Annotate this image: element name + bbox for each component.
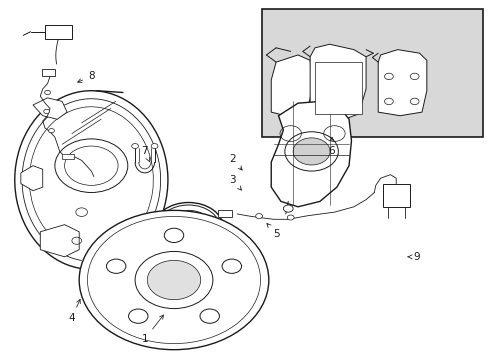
Circle shape (255, 213, 262, 219)
Bar (261, 9, 482, 137)
Circle shape (128, 309, 148, 323)
Polygon shape (309, 44, 366, 121)
Text: 7: 7 (141, 147, 149, 162)
Bar (41, 69, 55, 76)
Circle shape (48, 129, 54, 133)
Circle shape (287, 215, 293, 220)
Bar (217, 210, 232, 217)
Bar (382, 184, 409, 207)
Circle shape (318, 71, 328, 78)
Text: 1: 1 (141, 315, 163, 344)
Text: 6: 6 (328, 137, 335, 157)
Text: 2: 2 (228, 154, 242, 170)
Circle shape (173, 237, 180, 242)
Circle shape (173, 217, 203, 240)
Circle shape (180, 222, 197, 235)
Bar (45, 24, 72, 39)
Circle shape (185, 211, 192, 216)
Polygon shape (377, 50, 426, 116)
Circle shape (164, 228, 183, 243)
Circle shape (283, 205, 292, 212)
Circle shape (345, 102, 354, 109)
Circle shape (409, 73, 418, 80)
Bar (62, 154, 74, 159)
Circle shape (222, 259, 241, 273)
Text: 9: 9 (407, 252, 420, 262)
Polygon shape (33, 98, 67, 119)
Circle shape (318, 102, 328, 109)
Circle shape (166, 221, 173, 226)
Circle shape (384, 98, 392, 105)
Circle shape (131, 144, 138, 149)
Circle shape (43, 109, 49, 113)
Circle shape (44, 90, 50, 95)
Text: 5: 5 (266, 224, 279, 239)
Polygon shape (271, 55, 312, 116)
Circle shape (55, 139, 127, 193)
Circle shape (151, 144, 158, 149)
Text: 8: 8 (78, 71, 95, 82)
Bar (314, 62, 361, 114)
Circle shape (153, 203, 223, 254)
Circle shape (64, 146, 118, 185)
Text: 3: 3 (228, 175, 241, 190)
Polygon shape (21, 166, 42, 191)
Circle shape (79, 210, 268, 350)
Circle shape (157, 205, 220, 251)
Circle shape (147, 260, 201, 300)
Circle shape (200, 309, 219, 323)
Circle shape (292, 138, 329, 165)
Text: 4: 4 (68, 300, 80, 323)
Circle shape (345, 71, 354, 78)
Circle shape (409, 98, 418, 105)
Circle shape (203, 221, 210, 226)
Circle shape (196, 237, 203, 242)
Circle shape (384, 73, 392, 80)
Circle shape (106, 259, 126, 273)
Polygon shape (40, 225, 79, 257)
Polygon shape (271, 102, 351, 207)
